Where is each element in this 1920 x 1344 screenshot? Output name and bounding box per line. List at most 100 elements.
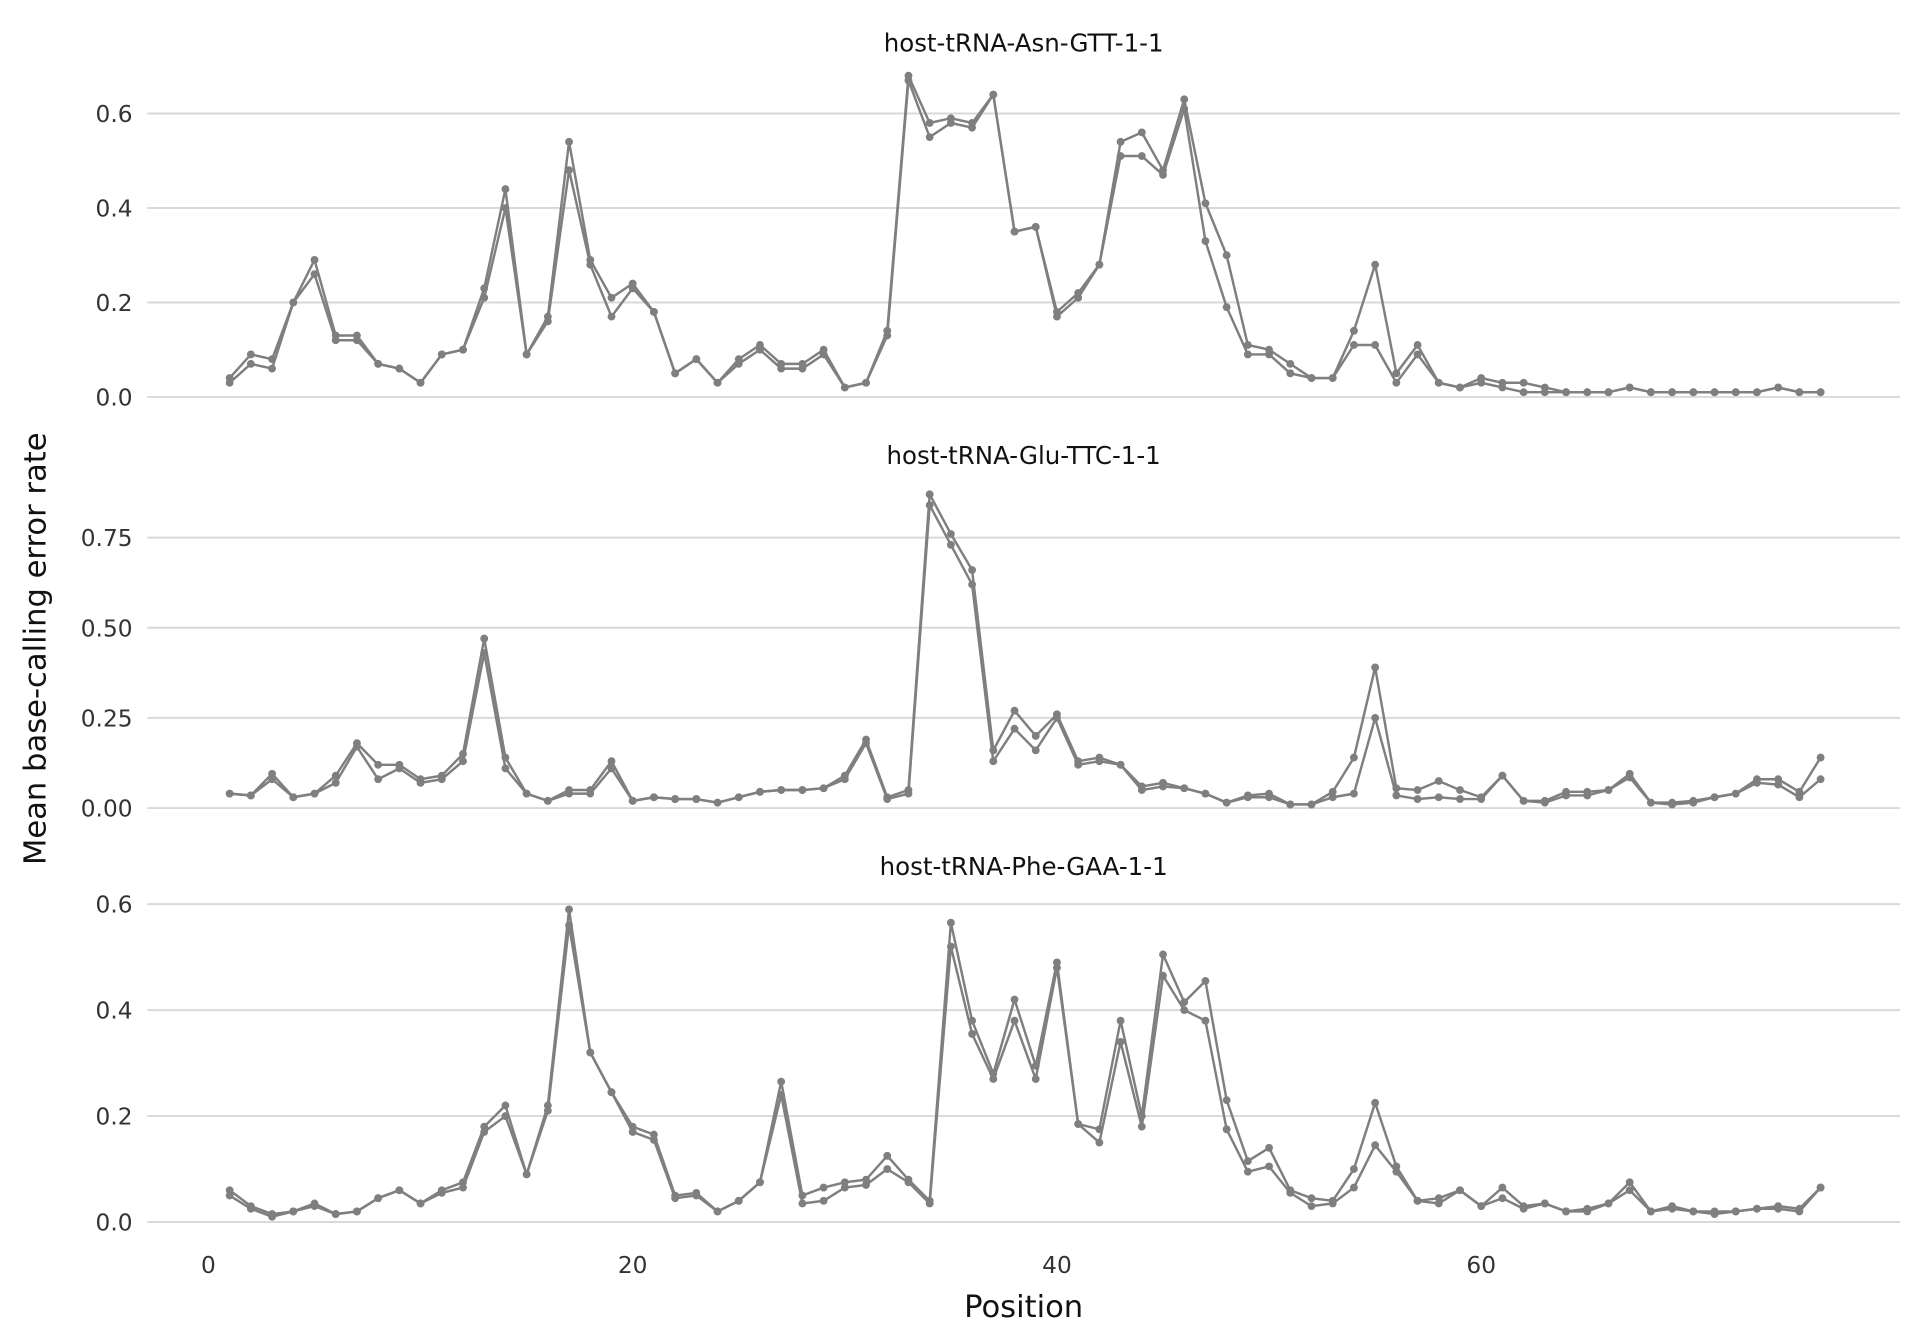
data-point	[1774, 1204, 1783, 1213]
data-point	[1540, 1199, 1549, 1208]
data-point	[1477, 1202, 1486, 1211]
series-line	[228, 909, 1822, 1216]
data-point	[628, 1128, 637, 1136]
data-point	[1519, 388, 1528, 397]
data-point	[1137, 786, 1146, 794]
data-point	[1371, 1098, 1380, 1107]
data-point	[289, 298, 298, 307]
data-point	[1116, 137, 1125, 146]
data-point	[1540, 388, 1549, 397]
data-point	[1265, 1143, 1273, 1152]
y-tick-label: 0.2	[96, 290, 133, 317]
data-point	[1371, 341, 1380, 349]
data-point	[1243, 1157, 1252, 1166]
data-point	[1286, 800, 1295, 809]
data-point	[1689, 1207, 1698, 1216]
data-point	[1710, 793, 1719, 802]
data-point	[1562, 1207, 1570, 1216]
data-point	[1286, 359, 1295, 368]
data-point	[1583, 791, 1592, 800]
data-point	[883, 331, 892, 340]
data-point	[1731, 789, 1740, 798]
data-point	[374, 760, 383, 769]
data-point	[1413, 795, 1422, 803]
data-point	[862, 1181, 870, 1189]
data-point	[1201, 1016, 1210, 1025]
data-point	[692, 355, 701, 364]
data-point	[1519, 1204, 1528, 1213]
data-point	[649, 793, 658, 802]
data-point	[331, 778, 340, 787]
data-point	[1350, 789, 1358, 798]
data-point	[1307, 1202, 1316, 1211]
data-point	[798, 786, 807, 794]
data-point	[1668, 800, 1677, 809]
data-point	[925, 1199, 934, 1208]
data-point	[331, 336, 340, 345]
data-point	[925, 501, 934, 510]
data-point	[798, 364, 807, 373]
data-point	[1159, 171, 1167, 179]
data-point	[968, 580, 977, 589]
data-point	[289, 793, 298, 802]
data-point	[1583, 388, 1592, 397]
data-point	[268, 769, 276, 778]
y-tick-label: 0.2	[96, 1104, 133, 1131]
data-point	[607, 764, 616, 773]
series-line	[229, 490, 1822, 806]
data-point	[1116, 1016, 1125, 1025]
data-point	[1731, 388, 1740, 397]
data-point	[501, 764, 510, 773]
data-point	[1010, 227, 1019, 236]
data-point	[1413, 786, 1422, 794]
data-point	[692, 1191, 701, 1200]
data-point	[1350, 1183, 1358, 1192]
data-point	[1137, 128, 1146, 137]
data-point	[968, 1030, 977, 1038]
x-tick-label: 20	[618, 1252, 648, 1279]
data-point	[1562, 791, 1570, 800]
data-point	[607, 1088, 616, 1097]
data-point	[1816, 775, 1825, 784]
data-point	[1689, 388, 1698, 397]
y-tick-label: 0.0	[96, 385, 133, 412]
data-point	[1710, 1210, 1719, 1218]
data-point	[1498, 1194, 1507, 1203]
data-point	[1625, 1178, 1634, 1187]
facet-panel: host-tRNA-Asn-GTT-1-1 0.0 0.2 0.4 0.6	[96, 28, 1901, 412]
data-point	[1243, 341, 1252, 349]
data-point	[1116, 760, 1125, 769]
data-point	[437, 350, 446, 359]
data-point	[1243, 1167, 1252, 1176]
data-point	[1180, 1006, 1189, 1015]
data-point	[480, 293, 489, 302]
data-point	[904, 76, 913, 85]
data-point	[1180, 95, 1189, 104]
data-point	[1031, 746, 1040, 755]
y-tick-label: 0.25	[81, 705, 133, 732]
data-point	[628, 284, 637, 293]
data-point	[1159, 782, 1167, 791]
data-point	[1456, 786, 1464, 794]
data-point	[607, 293, 616, 302]
data-point	[1328, 374, 1337, 382]
data-point	[1434, 1199, 1443, 1208]
facet-title: host-tRNA-Glu-TTC-1-1	[887, 441, 1161, 470]
data-point	[1392, 1167, 1401, 1176]
data-point	[671, 795, 680, 803]
data-point	[840, 1183, 849, 1192]
data-point	[501, 1112, 510, 1120]
data-point	[437, 775, 446, 784]
data-point	[840, 775, 849, 784]
data-point	[268, 364, 276, 373]
data-point	[353, 742, 361, 751]
data-point	[1562, 388, 1570, 397]
data-point	[246, 1204, 255, 1213]
facet-panel: host-tRNA-Glu-TTC-1-1 0.00 0.25 0.50 0.75	[81, 441, 1901, 823]
data-point	[671, 369, 680, 378]
data-point	[1286, 1188, 1295, 1197]
data-point	[1222, 251, 1231, 260]
data-point	[1371, 713, 1380, 722]
data-point	[756, 1178, 764, 1187]
data-point	[1116, 152, 1125, 160]
